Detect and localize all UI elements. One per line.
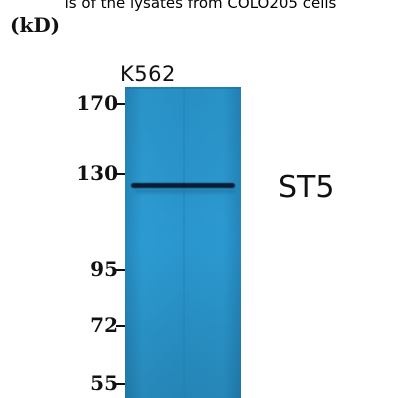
marker-55: 55 [0, 372, 125, 394]
marker-label: 95 [90, 257, 118, 281]
molecular-weight-unit: (kD) [10, 13, 61, 37]
protein-band [131, 183, 235, 188]
marker-95: 95 [0, 258, 125, 280]
marker-label: 170 [76, 91, 118, 115]
marker-tick [116, 325, 125, 327]
marker-72: 72 [0, 314, 125, 336]
marker-tick [116, 173, 125, 175]
marker-tick [116, 103, 125, 105]
marker-label: 72 [90, 313, 118, 337]
marker-tick [116, 269, 125, 271]
marker-tick [116, 383, 125, 385]
western-blot-membrane [125, 87, 241, 398]
protein-band-shadow [135, 189, 235, 193]
figure-caption: is of the lysates from COLO205 cells [64, 0, 337, 12]
marker-label: 130 [76, 161, 118, 185]
target-protein-label: ST5 [278, 170, 335, 205]
marker-label: 55 [90, 371, 118, 395]
membrane-texture [125, 87, 241, 398]
marker-130: 130 [0, 162, 125, 184]
marker-170: 170 [0, 92, 125, 114]
lane-label: K562 [120, 62, 176, 86]
